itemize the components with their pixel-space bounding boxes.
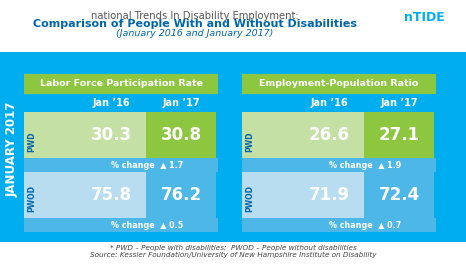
Text: Jan ’17: Jan ’17 (162, 98, 200, 108)
Text: 30.3: 30.3 (90, 126, 131, 144)
Text: 27.1: 27.1 (378, 126, 419, 144)
Text: Source: Kessler Foundation/University of New Hampshire Institute on Disability: Source: Kessler Foundation/University of… (90, 252, 376, 258)
Text: % change  ▲ 0.5: % change ▲ 0.5 (111, 221, 183, 230)
Text: % change  ▲ 0.7: % change ▲ 0.7 (329, 221, 401, 230)
Text: 76.2: 76.2 (160, 186, 202, 204)
Bar (76, 112, 146, 158)
Bar (24, 218, 218, 232)
Bar (242, 158, 436, 172)
Bar (242, 172, 294, 218)
Bar (24, 172, 76, 218)
Bar (0, 55, 466, 242)
Text: Labor Force Participation Rate: Labor Force Participation Rate (40, 80, 203, 88)
Text: 75.8: 75.8 (90, 186, 131, 204)
Text: Jan ’16: Jan ’16 (310, 98, 348, 108)
Bar (242, 94, 436, 112)
Text: Jan ’17: Jan ’17 (380, 98, 418, 108)
Text: PWD: PWD (27, 132, 36, 152)
Bar (76, 172, 146, 218)
Bar (24, 74, 218, 94)
Text: nTIDE: nTIDE (404, 11, 445, 24)
Text: Jan ’16: Jan ’16 (92, 98, 130, 108)
Text: 72.4: 72.4 (378, 186, 419, 204)
Bar (24, 94, 218, 112)
Text: 26.6: 26.6 (308, 126, 350, 144)
Bar (294, 112, 364, 158)
Bar (242, 74, 436, 94)
Text: PWOD: PWOD (27, 185, 36, 212)
Text: 30.8: 30.8 (160, 126, 201, 144)
Text: Employment-Population Ratio: Employment-Population Ratio (259, 80, 418, 88)
Text: (January 2016 and January 2017): (January 2016 and January 2017) (116, 29, 274, 38)
Bar (294, 172, 364, 218)
Bar (364, 172, 434, 218)
Bar (146, 112, 216, 158)
Text: * PWD – People with disabilities;  PWOD – People without disabilities: * PWD – People with disabilities; PWOD –… (110, 245, 356, 251)
Bar (146, 172, 216, 218)
Text: JANUARY 2017: JANUARY 2017 (6, 101, 19, 197)
Bar (24, 112, 76, 158)
Bar (242, 112, 294, 158)
Bar (364, 112, 434, 158)
Text: % change  ▲ 1.7: % change ▲ 1.7 (111, 160, 183, 170)
Text: % change  ▲ 1.9: % change ▲ 1.9 (329, 160, 401, 170)
Text: PWOD: PWOD (246, 185, 254, 212)
Text: 71.9: 71.9 (308, 186, 350, 204)
Text: national Trends In Disability Employment:: national Trends In Disability Employment… (91, 11, 299, 21)
Text: Comparison of People With and Without Disabilities: Comparison of People With and Without Di… (33, 19, 357, 29)
Bar (24, 158, 218, 172)
Bar (242, 218, 436, 232)
Bar (0, 52, 466, 55)
Text: PWD: PWD (246, 132, 254, 152)
